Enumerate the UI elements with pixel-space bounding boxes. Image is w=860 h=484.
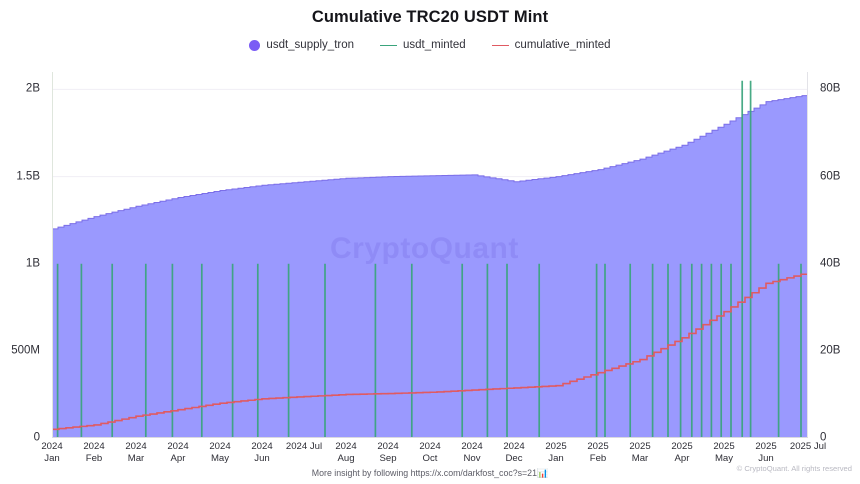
x-axis-tick: 2025 Mar bbox=[629, 441, 651, 464]
y-axis-left: 0 500M 1B 1.5B 2B bbox=[0, 72, 46, 443]
y-axis-right-tick: 40B bbox=[820, 256, 841, 269]
chart-legend: usdt_supply_tron usdt_minted cumulative_… bbox=[0, 39, 860, 51]
x-axis-tick: 2024 Nov bbox=[461, 441, 483, 464]
x-axis-tick: 2025 Jul bbox=[789, 441, 827, 452]
legend-item-cumulative-minted[interactable]: cumulative_minted bbox=[491, 39, 611, 51]
x-axis-tick: 2024 Jul bbox=[285, 441, 323, 452]
x-axis-tick: 2024 Apr bbox=[167, 441, 189, 464]
legend-item-usdt-supply-tron[interactable]: usdt_supply_tron bbox=[249, 39, 354, 51]
y-axis-left-tick: 1.5B bbox=[16, 169, 40, 182]
plot-area bbox=[52, 72, 808, 438]
y-axis-left-tick: 2B bbox=[25, 82, 40, 95]
x-axis-tick: 2024 Jun bbox=[251, 441, 273, 464]
chart-canvas bbox=[52, 72, 808, 438]
footer-note-text: More insight by following https://x.com/… bbox=[311, 468, 537, 478]
series-usdt-supply-tron-area bbox=[52, 94, 808, 438]
x-axis-tick: 2025 Jan bbox=[545, 441, 567, 464]
x-axis: 2024 Jan 2024 Feb 2024 Mar 2024 Apr 2024 May 2024 J… bbox=[41, 441, 826, 469]
y-axis-left-tick: 1B bbox=[25, 256, 40, 269]
x-axis-tick: 2024 Sep bbox=[377, 441, 399, 464]
x-axis-tick: 2024 May bbox=[209, 441, 231, 464]
chart-emoji-icon: 📊 bbox=[536, 468, 549, 478]
legend-label: cumulative_minted bbox=[514, 39, 611, 51]
x-axis-tick: 2024 Mar bbox=[125, 441, 147, 464]
y-axis-right-tick: 20B bbox=[820, 344, 841, 357]
y-axis-left-tick: 0 bbox=[33, 431, 40, 444]
x-axis-tick: 2024 Oct bbox=[419, 441, 441, 464]
y-axis-right-tick: 0 bbox=[820, 431, 827, 444]
series-usdt-minted-spikes bbox=[56, 80, 802, 438]
legend-dot-icon bbox=[249, 39, 261, 51]
y-axis-right-tick: 80B bbox=[820, 82, 841, 95]
copyright-text: © CryptoQuant. All rights reserved bbox=[736, 464, 852, 473]
x-axis-tick: 2025 Feb bbox=[587, 441, 609, 464]
legend-label: usdt_minted bbox=[403, 39, 466, 51]
legend-label: usdt_supply_tron bbox=[266, 39, 355, 51]
y-axis-right: 0 20B 40B 60B 80B bbox=[816, 72, 860, 443]
y-axis-right-tick: 60B bbox=[820, 169, 841, 182]
legend-line-icon bbox=[380, 44, 398, 46]
x-axis-tick: 2024 Feb bbox=[83, 441, 105, 464]
x-axis-tick: 2025 Apr bbox=[671, 441, 693, 464]
legend-item-usdt-minted[interactable]: usdt_minted bbox=[380, 39, 466, 51]
series-cumulative-minted-line bbox=[52, 272, 808, 431]
x-axis-tick: 2025 Jun bbox=[755, 441, 777, 464]
page-title: Cumulative TRC20 USDT Mint bbox=[311, 8, 549, 26]
x-axis-tick: 2024 Aug bbox=[335, 441, 357, 464]
footer-note: More insight by following https://x.com/… bbox=[0, 468, 860, 479]
axis-lines bbox=[52, 72, 808, 438]
y-axis-left-tick: 500M bbox=[11, 344, 40, 357]
x-axis-tick: 2025 May bbox=[713, 441, 735, 464]
legend-line-icon bbox=[491, 44, 509, 46]
x-axis-tick: 2024 Dec bbox=[503, 441, 525, 464]
x-axis-tick: 2024 Jan bbox=[41, 441, 63, 464]
